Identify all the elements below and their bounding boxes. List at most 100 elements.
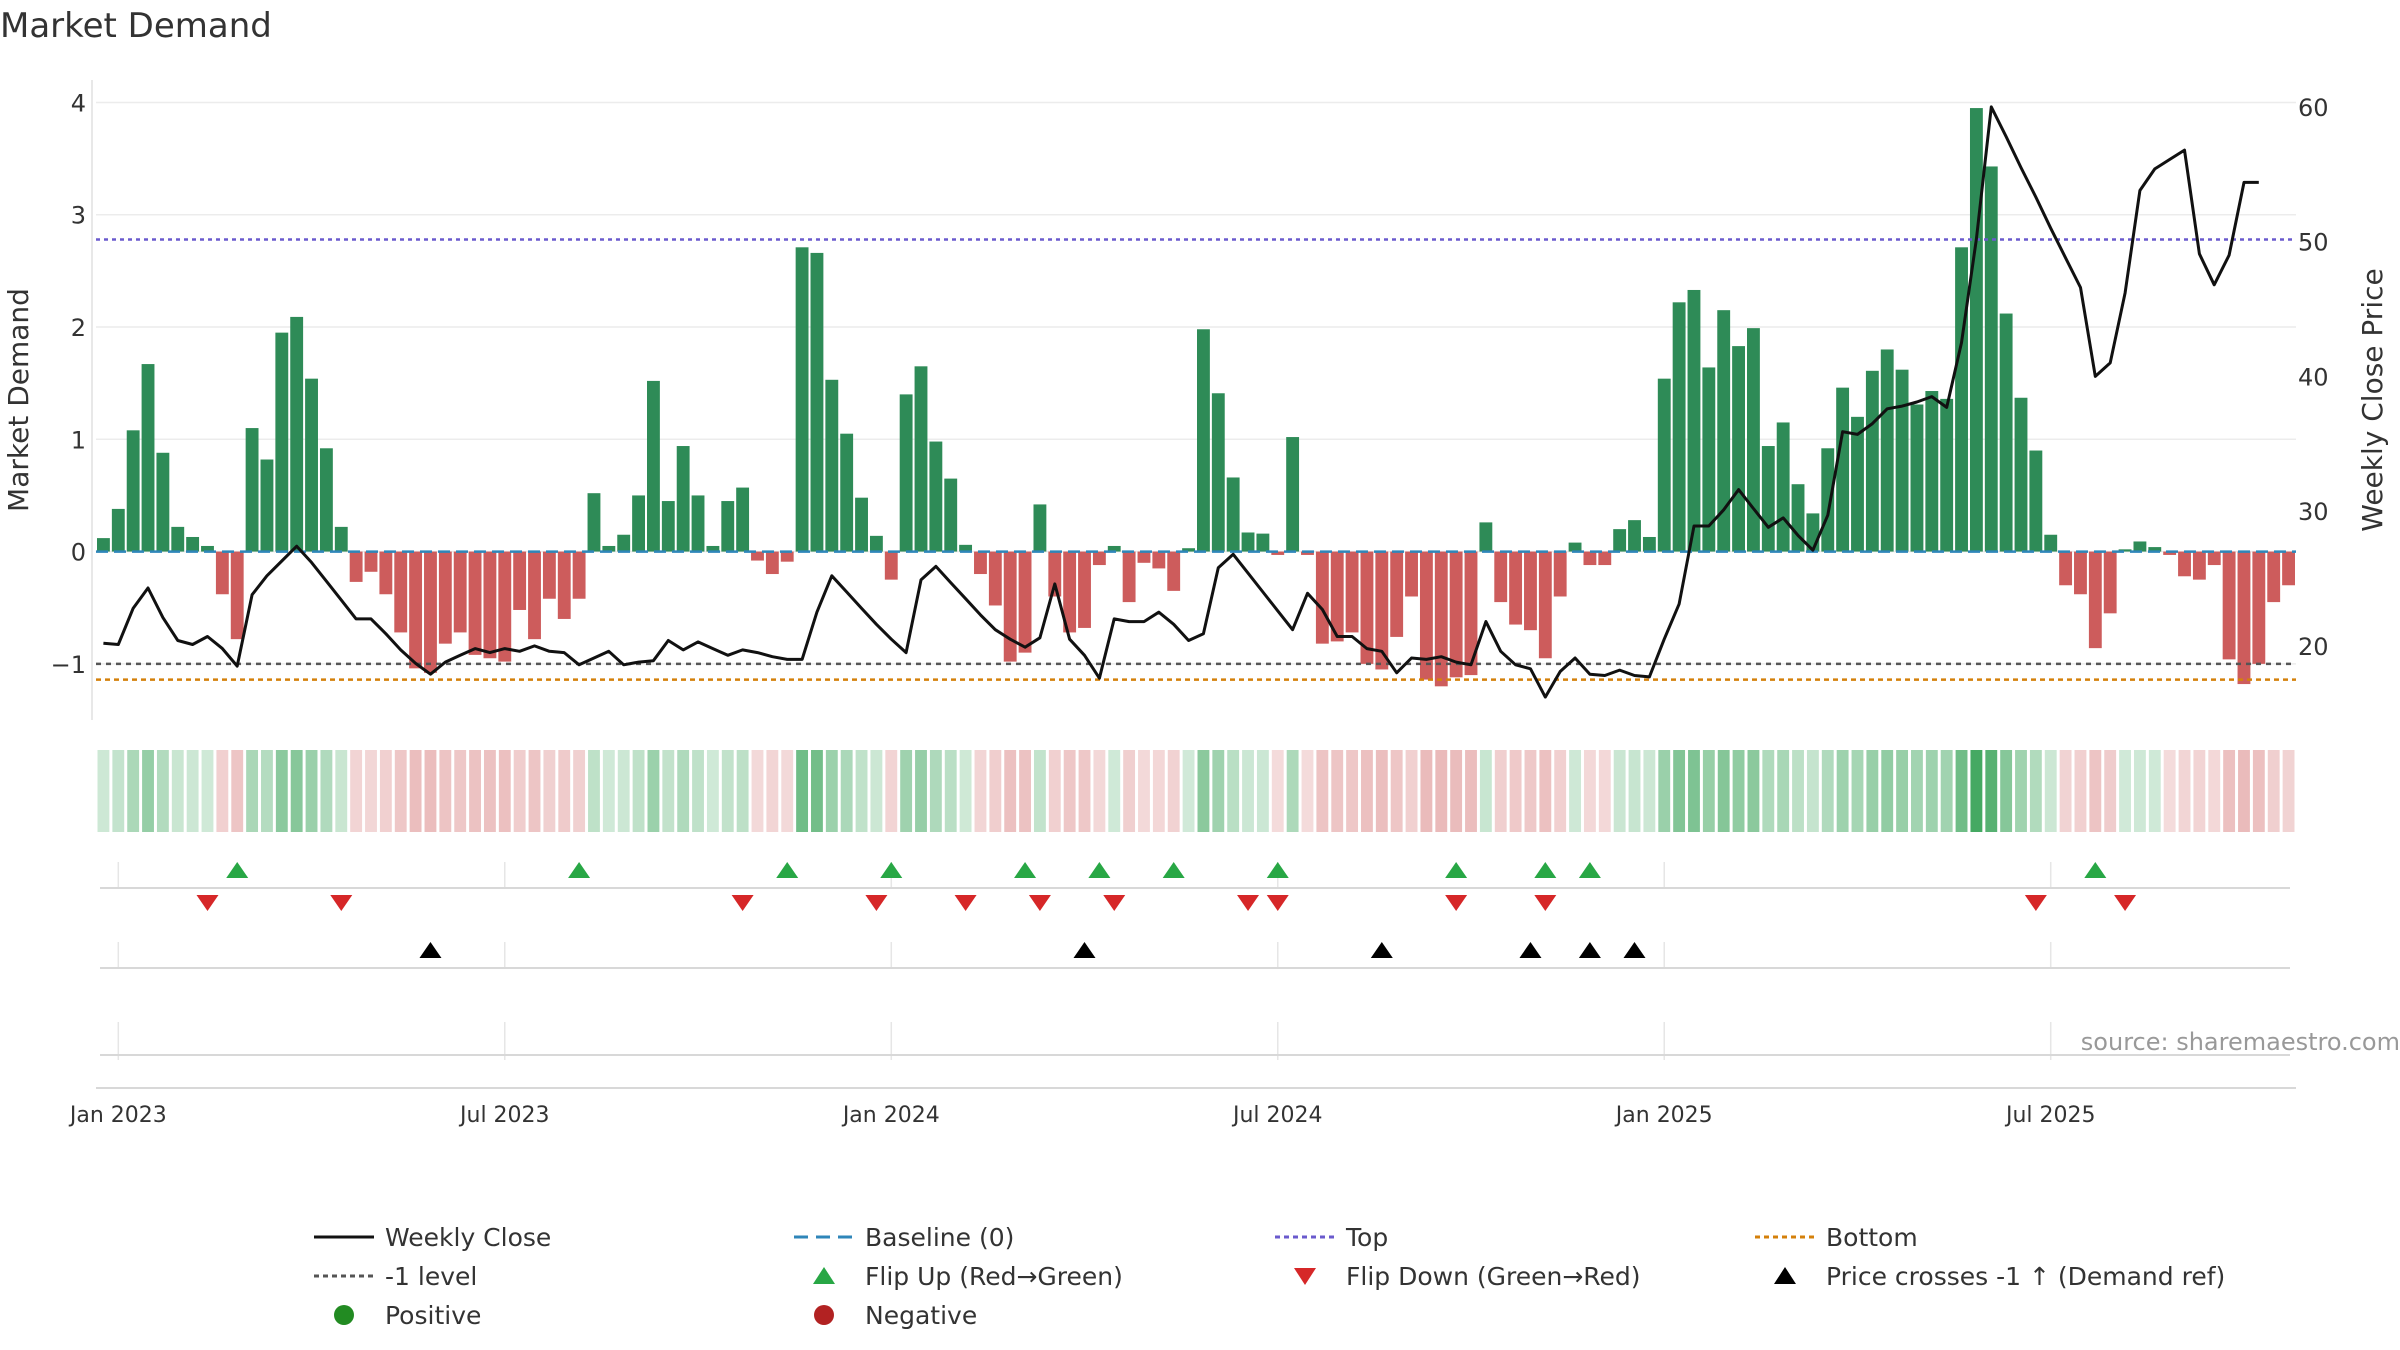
- demand-bar: [647, 380, 660, 552]
- demand-bar: [899, 394, 913, 552]
- heat-cell: [1866, 750, 1879, 832]
- demand-bar: [1851, 416, 1864, 552]
- demand-bar: [1524, 551, 1537, 631]
- demand-bar: [780, 551, 794, 562]
- demand-bar: [944, 478, 958, 552]
- demand-bar: [1122, 551, 1136, 603]
- demand-bar: [1152, 551, 1166, 569]
- heat-cell: [1955, 750, 1968, 832]
- demand-bar: [2014, 397, 2028, 552]
- heat-cell: [2282, 750, 2295, 832]
- demand-bar: [201, 545, 214, 552]
- heat-cell: [2252, 750, 2265, 832]
- demand-bar: [929, 441, 943, 552]
- heat-cell: [156, 750, 169, 832]
- demand-bar: [1747, 328, 1760, 552]
- heat-cell: [1361, 750, 1373, 832]
- heat-cell: [1405, 750, 1418, 832]
- legend-swatch-triangle-up: [813, 1267, 835, 1284]
- demand-bar: [1018, 551, 1032, 653]
- heat-cell: [2015, 750, 2027, 832]
- heat-cell: [424, 750, 437, 832]
- demand-bar: [1613, 529, 1627, 552]
- demand-bar: [1315, 551, 1329, 644]
- heat-cell: [1554, 750, 1567, 832]
- heat-cell: [558, 750, 571, 832]
- heat-cell: [1658, 750, 1671, 832]
- demand-bar: [855, 497, 868, 552]
- heat-cell: [781, 750, 794, 832]
- heat-cell: [513, 750, 526, 832]
- demand-bar: [1107, 545, 1121, 552]
- demand-bar: [1494, 551, 1508, 603]
- heat-cell: [1390, 750, 1403, 832]
- demand-bar: [825, 379, 839, 552]
- heat-cell: [870, 750, 883, 832]
- demand-bar: [1642, 536, 1656, 552]
- demand-bar: [587, 493, 601, 552]
- y-tick-label-left: 1: [71, 426, 86, 454]
- demand-bar: [1330, 551, 1344, 642]
- heat-cell: [1435, 750, 1448, 832]
- heat-cell: [974, 750, 987, 832]
- heat-cell: [1316, 750, 1329, 832]
- heat-cell: [1346, 750, 1359, 832]
- demand-bar: [2163, 551, 2177, 555]
- x-tick-label: Jan 2025: [1614, 1103, 1713, 1128]
- demand-bar: [1360, 551, 1374, 664]
- heat-cell: [1569, 750, 1581, 832]
- flip-up-marker: [776, 862, 799, 878]
- demand-bar: [1761, 446, 1775, 552]
- demand-bar: [1776, 422, 1790, 552]
- demand-bar: [1479, 522, 1493, 552]
- demand-bar: [914, 366, 928, 552]
- flip-down-marker: [2024, 895, 2047, 911]
- heat-cell: [1138, 750, 1150, 832]
- heat-cell: [483, 750, 496, 832]
- heat-cell: [2208, 750, 2221, 832]
- demand-bar: [1836, 387, 1850, 552]
- y-tick-label-left: 4: [71, 89, 86, 117]
- flip-down-marker: [865, 895, 888, 911]
- heat-cell: [1063, 750, 1076, 832]
- y-tick-label-right: 60: [2298, 94, 2329, 122]
- heat-cell: [1985, 750, 1998, 832]
- heat-cell: [1420, 750, 1433, 832]
- demand-bar: [602, 545, 616, 552]
- flip-down-marker: [330, 895, 353, 911]
- demand-bar: [1657, 378, 1671, 552]
- demand-bar: [1063, 551, 1077, 633]
- demand-bar: [1449, 551, 1463, 678]
- heat-cell: [1078, 750, 1091, 832]
- demand-bar: [1969, 108, 1983, 552]
- demand-bar: [736, 487, 750, 552]
- legend-item: Bottom: [1755, 1223, 1918, 1252]
- demand-bars: [97, 108, 2295, 687]
- heat-cell: [1836, 750, 1849, 832]
- heat-cell: [1539, 750, 1552, 832]
- demand-bar: [2059, 551, 2073, 586]
- y-tick-label-right: 20: [2298, 633, 2329, 661]
- demand-bar: [1568, 542, 1582, 552]
- y-axis-right-label: Weekly Close Price: [2356, 268, 2389, 531]
- demand-bar: [1940, 398, 1954, 552]
- heat-cell: [186, 750, 199, 832]
- heat-cell: [305, 750, 318, 832]
- heat-cell: [2104, 750, 2117, 832]
- demand-bar: [1033, 504, 1047, 552]
- legend-item: -1 level: [314, 1262, 477, 1291]
- demand-bar: [2133, 541, 2147, 552]
- chart-title: Market Demand: [0, 6, 272, 46]
- heat-cell: [1271, 750, 1284, 832]
- legend-swatch-triangle-up: [1774, 1267, 1796, 1284]
- demand-bar: [869, 535, 883, 552]
- heat-cell: [900, 750, 913, 832]
- heat-cell: [290, 750, 303, 832]
- heat-cell: [2163, 750, 2176, 832]
- demand-heat-strip: [97, 750, 2295, 832]
- heat-cell: [1301, 750, 1314, 832]
- heat-cell: [602, 750, 615, 832]
- demand-bar: [1078, 551, 1091, 628]
- heat-cell: [632, 750, 645, 832]
- y-tick-label-left: 3: [71, 202, 86, 230]
